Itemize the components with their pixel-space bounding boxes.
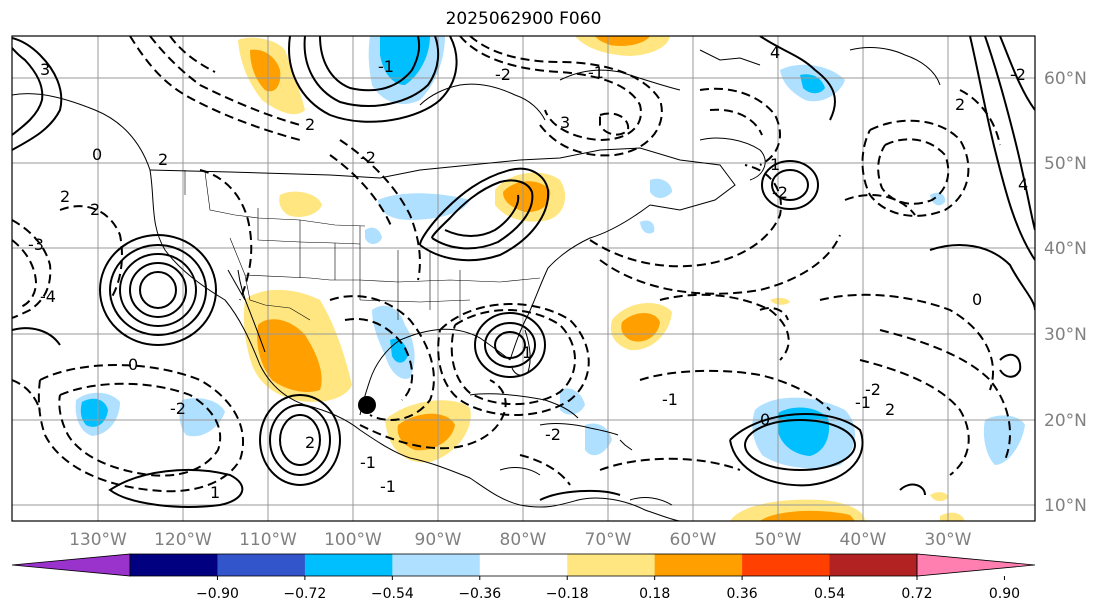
colorbar-segment (654, 554, 743, 576)
contour-label: -2 (772, 183, 788, 202)
contour-label: 2 (955, 95, 965, 114)
contour-label: 2 (305, 433, 315, 452)
colorbar-tick-label: −0.90 (196, 586, 239, 602)
colorbar-tick-label: 0.72 (901, 586, 932, 602)
map-layer: 3 0 2 -3 2 -2 4 3 2 2 -2 4 -2 -4 2 1 -2 … (12, 36, 1035, 521)
lat-label: 40°N (1044, 239, 1087, 259)
contour-label: 0 (92, 145, 102, 164)
contour-label: 2 (158, 150, 168, 169)
colorbar-segment (479, 554, 568, 576)
contour-label: -1 (378, 57, 394, 76)
lon-label: 120°W (154, 530, 212, 550)
colorbar-segment (742, 554, 831, 576)
contour-label: 1 (210, 483, 220, 502)
contour-label: 1 (770, 155, 780, 174)
lon-label: 100°W (324, 530, 382, 550)
contour-label: 3 (560, 113, 570, 132)
graticule (12, 36, 1035, 521)
lon-label: 30°W (925, 530, 972, 550)
colorbar-tick-label: 0.90 (989, 586, 1020, 602)
contour-label: 2 (305, 115, 315, 134)
colorbar-ticks: −0.90 −0.72 −0.54 −0.36 −0.18 0.18 0.36 0.54 0.7… (196, 576, 1020, 602)
colorbar (11, 553, 1036, 577)
contour-label: 2 (60, 187, 70, 206)
positive-contours (12, 36, 1035, 508)
lon-label: 70°W (585, 530, 632, 550)
colorbar-segment (829, 554, 918, 576)
colorbar-segment (304, 554, 393, 576)
latitude-labels: 60°N 50°N 40°N 30°N 20°N 10°N (1044, 69, 1087, 516)
lat-label: 20°N (1044, 411, 1087, 431)
lon-label: 130°W (69, 530, 127, 550)
colorbar-tick-label: −0.36 (458, 586, 501, 602)
lat-label: 30°N (1044, 325, 1087, 345)
contour-label: -1 (380, 477, 396, 496)
contour-labels: 3 0 2 -3 2 -2 4 3 2 2 -2 4 -2 -4 2 1 -2 … (28, 43, 1028, 502)
contour-label: 0 (128, 355, 138, 374)
lon-label: 110°W (239, 530, 297, 550)
colorbar-segment (130, 554, 218, 576)
contour-label: 1 (522, 343, 532, 362)
colorbar-tick-label: 0.54 (814, 586, 845, 602)
contour-label: -1 (360, 453, 376, 472)
contour-label: -2 (865, 380, 881, 399)
colorbar-segment (916, 553, 1036, 577)
contour-label: -2 (495, 65, 511, 84)
colorbar-tick-label: 0.18 (639, 586, 670, 602)
lat-label: 10°N (1044, 496, 1087, 516)
longitude-labels: 130°W 120°W 110°W 100°W 90°W 80°W 70°W 6… (69, 530, 972, 550)
contour-label: 3 (40, 60, 50, 79)
contour-label: 4 (770, 43, 780, 62)
contour-label: 4 (1018, 175, 1028, 194)
colorbar-segment (11, 553, 131, 577)
map-frame (11, 35, 1036, 522)
contour-label: -2 (1010, 65, 1026, 84)
contour-label: -3 (28, 235, 44, 254)
contour-label: -2 (545, 425, 561, 444)
contour-label: -1 (662, 390, 678, 409)
colorbar-segment (392, 554, 481, 576)
colorbar-tick-label: −0.54 (371, 586, 414, 602)
colorbar-tick-label: 0.36 (727, 586, 758, 602)
contour-label: -1 (588, 63, 604, 82)
lat-label: 50°N (1044, 154, 1087, 174)
positive-shading (238, 36, 965, 521)
contour-label: -4 (40, 287, 56, 306)
map-title: 2025062900 F060 (445, 9, 602, 29)
contour-label: -2 (360, 148, 376, 167)
colorbar-frame (129, 553, 918, 577)
negative-contours (12, 36, 1011, 493)
lon-label: 90°W (415, 530, 462, 550)
colorbar-tick-label: −0.72 (283, 586, 326, 602)
lon-label: 80°W (500, 530, 547, 550)
contour-label: -1 (855, 393, 871, 412)
lon-label: 50°W (755, 530, 802, 550)
colorbar-tick-label: −0.18 (546, 586, 589, 602)
contour-label: 0 (760, 410, 770, 429)
negative-shading (75, 36, 1025, 469)
contour-label: 2 (885, 400, 895, 419)
colorbar-segment (567, 554, 656, 576)
lat-label: 60°N (1044, 69, 1087, 89)
lon-label: 40°W (840, 530, 887, 550)
lon-label: 60°W (670, 530, 717, 550)
storm-center-marker[interactable] (358, 396, 376, 414)
contour-label: -2 (170, 399, 186, 418)
contour-label: 2 (90, 200, 100, 219)
colorbar-segment (217, 554, 306, 576)
contour-label: 0 (972, 290, 982, 309)
